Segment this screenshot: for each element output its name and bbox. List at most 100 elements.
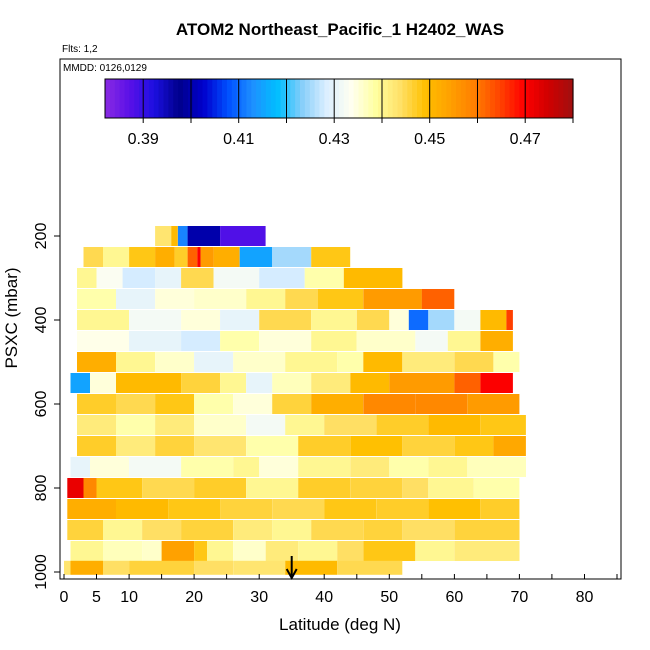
colorbar-swatch xyxy=(119,79,126,118)
heatmap-cell xyxy=(246,478,299,498)
heatmap-cell xyxy=(129,310,182,330)
colorbar-swatch xyxy=(178,79,184,118)
heatmap-cell xyxy=(181,457,234,477)
heatmap-cell xyxy=(103,520,142,540)
heatmap-cell xyxy=(480,310,507,330)
heatmap-cell xyxy=(389,310,409,330)
heatmap-cell xyxy=(363,352,403,372)
colorbar-swatch xyxy=(378,79,384,118)
latitude-marker xyxy=(285,556,298,581)
heatmap-cell xyxy=(421,289,455,309)
heatmap-cell xyxy=(311,247,351,267)
heatmap-cell xyxy=(194,289,247,309)
heatmap-cell xyxy=(343,268,403,288)
heatmap-cell xyxy=(233,520,273,540)
colorbar-swatch xyxy=(217,79,223,118)
heatmap-cell xyxy=(298,541,338,561)
colorbar-swatch xyxy=(134,79,140,118)
heatmap-cell xyxy=(90,457,129,477)
heatmap-cell xyxy=(155,289,195,309)
x-tick-label: 60 xyxy=(446,589,464,606)
heatmap-cell xyxy=(350,457,390,477)
colorbar-swatch xyxy=(261,79,267,118)
colorbar-swatch xyxy=(192,79,199,118)
heatmap-cell xyxy=(155,268,182,288)
colorbar-tick-label: 0.39 xyxy=(128,131,159,148)
colorbar-swatch xyxy=(173,79,179,118)
heatmap-cell xyxy=(467,457,526,477)
heatmap-cell xyxy=(83,478,97,498)
heatmap-cell xyxy=(402,352,455,372)
colorbar-swatch xyxy=(105,79,111,118)
heatmap-cell xyxy=(285,352,338,372)
heatmap-cell xyxy=(246,373,273,393)
heatmap-cell xyxy=(480,331,513,351)
colorbar-swatch xyxy=(470,79,477,118)
colorbar-swatch xyxy=(514,79,520,118)
colorbar-swatch xyxy=(202,79,208,118)
y-tick-label: 600 xyxy=(33,391,50,418)
heatmap-cell xyxy=(454,373,481,393)
heatmap-cell xyxy=(181,310,221,330)
heatmap-cell xyxy=(194,415,247,435)
colorbar-swatch xyxy=(251,79,257,118)
colorbar-swatch xyxy=(417,79,423,118)
y-axis: 200 400 600 800 1000 xyxy=(33,223,60,590)
colorbar-swatch xyxy=(485,79,491,118)
colorbar-swatch xyxy=(324,79,330,118)
heatmap-cell xyxy=(298,457,351,477)
heatmap-cell xyxy=(67,499,117,519)
colorbar-swatch xyxy=(358,79,364,118)
date-note: MMDD: 0126,0129 xyxy=(63,63,147,74)
heatmap-cell xyxy=(285,289,318,309)
colorbar-swatch xyxy=(421,79,428,118)
heatmap-cell xyxy=(480,373,513,393)
heatmap-cell xyxy=(171,226,178,246)
heatmap-cell xyxy=(350,373,390,393)
colorbar-swatch xyxy=(490,79,496,118)
heatmap-cell xyxy=(272,247,312,267)
heatmap-cell xyxy=(220,226,266,246)
plot-area: MMDD: 0126,0129 0.39 0.41 0.43 0.45 0.47 0 5 1… xyxy=(33,58,622,606)
colorbar-swatch xyxy=(222,79,228,118)
x-tick-label: 80 xyxy=(576,589,594,606)
colorbar-swatch xyxy=(280,79,286,118)
heatmap-cell xyxy=(220,310,260,330)
heatmap-cell xyxy=(363,394,416,414)
heatmap-cell xyxy=(142,478,195,498)
heatmap-cell xyxy=(324,499,377,519)
arrow-head-icon xyxy=(285,568,298,581)
heatmap-cell xyxy=(194,541,208,561)
heatmap-cell xyxy=(506,310,513,330)
colorbar-swatch xyxy=(304,79,311,118)
heatmap-cell xyxy=(311,394,364,414)
colorbar-swatch xyxy=(456,79,462,118)
heatmap-cell xyxy=(194,352,234,372)
colorbar-swatch xyxy=(431,79,438,118)
colorbar-swatch xyxy=(207,79,213,118)
heatmap-cell xyxy=(408,310,429,330)
heatmap-cell xyxy=(402,520,455,540)
x-tick-label: 40 xyxy=(315,589,333,606)
heatmap-cell xyxy=(233,457,260,477)
heatmap-cell xyxy=(77,310,129,330)
heatmap-cell xyxy=(473,478,520,498)
colorbar-swatch xyxy=(368,79,374,118)
colorbar-swatch xyxy=(329,79,335,118)
heatmap-cell xyxy=(285,415,325,435)
heatmap-cell xyxy=(363,289,422,309)
heatmap-cell xyxy=(181,331,221,351)
heatmap-cell xyxy=(376,499,429,519)
colorbar-swatch xyxy=(197,79,204,118)
heatmap-cell xyxy=(272,394,312,414)
heatmap-cell xyxy=(428,415,481,435)
colorbar-swatch xyxy=(446,79,452,118)
heatmap-cell xyxy=(428,457,468,477)
colorbar-swatch xyxy=(402,79,408,118)
heatmap-cell xyxy=(77,268,97,288)
heatmap-cell xyxy=(454,352,494,372)
heatmap-cell xyxy=(213,247,240,267)
y-tick-label: 400 xyxy=(33,307,50,334)
heatmap-cell xyxy=(350,436,403,456)
colorbar-swatch xyxy=(387,79,394,118)
